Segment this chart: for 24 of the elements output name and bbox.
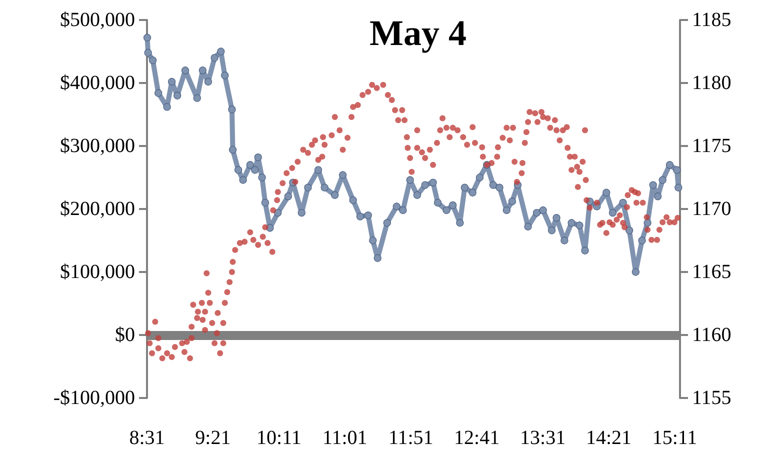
x-tick-label: 15:11 (652, 427, 698, 449)
y-tick-label: $100,000 (60, 261, 135, 283)
y-tick-label: -$100,000 (53, 387, 135, 409)
y2-tick-label: 1175 (692, 135, 732, 157)
y2-tick-label: 1170 (692, 198, 732, 220)
y-tick-label: $400,000 (60, 72, 135, 94)
chart-title: May 4 (370, 13, 466, 53)
y2-tick-label: 1185 (692, 9, 732, 31)
y-tick-label: $0 (115, 324, 135, 346)
x-tick-label: 12:41 (454, 427, 500, 449)
y-tick-label: $200,000 (60, 198, 135, 220)
x-tick-label: 9:21 (195, 427, 231, 449)
x-tick-label: 13:31 (520, 427, 566, 449)
y2-tick-label: 1160 (692, 324, 732, 346)
x-tick-label: 8:31 (129, 427, 165, 449)
x-tick-label: 11:51 (388, 427, 434, 449)
y-tick-label: $500,000 (60, 9, 135, 31)
x-tick-label: 11:01 (322, 427, 368, 449)
y2-tick-label: 1180 (692, 72, 732, 94)
y2-tick-label: 1155 (692, 387, 732, 409)
x-tick-label: 10:11 (256, 427, 302, 449)
y-tick-label: $300,000 (60, 135, 135, 157)
x-tick-label: 14:21 (586, 427, 632, 449)
y2-tick-label: 1165 (692, 261, 732, 283)
